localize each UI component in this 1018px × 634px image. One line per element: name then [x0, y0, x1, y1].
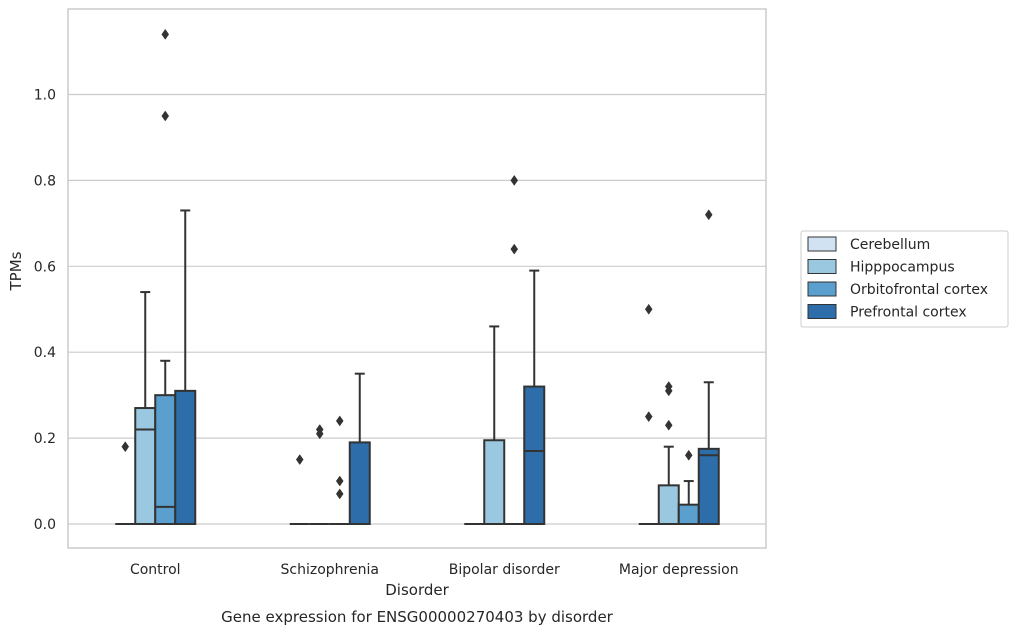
outlier-point — [704, 209, 713, 221]
legend-label: Prefrontal cortex — [850, 305, 967, 321]
outlier-point — [161, 28, 170, 40]
box-group — [329, 415, 350, 525]
box-group — [154, 28, 177, 525]
legend-swatch — [807, 304, 837, 319]
x-tick-label: Control — [130, 562, 181, 578]
box-group — [657, 381, 680, 525]
outlier-point — [510, 243, 519, 255]
chart-title: Gene expression for ENSG00000270403 by d… — [221, 608, 614, 626]
box — [657, 484, 680, 525]
legend-label: Cerebellum — [850, 237, 930, 253]
outlier-point — [161, 110, 170, 122]
outlier-point — [335, 488, 344, 500]
outlier-point — [664, 419, 673, 431]
box-layer — [115, 28, 720, 526]
plot-area — [67, 8, 767, 549]
x-tick-label: Schizophrenia — [281, 562, 379, 578]
outlier-point — [664, 385, 673, 397]
outlier-point — [295, 454, 304, 466]
y-tick-label: 0.2 — [34, 431, 56, 447]
box — [348, 441, 371, 525]
box-group — [483, 325, 506, 525]
box — [154, 394, 177, 525]
legend-swatch — [807, 259, 837, 274]
box — [523, 385, 546, 525]
box — [174, 389, 197, 526]
box — [134, 407, 157, 525]
legend: Cerebellum Hipppocampus Orbitofrontal cort… — [800, 230, 1009, 328]
box — [677, 503, 700, 525]
outlier-point — [335, 475, 344, 487]
box-group — [348, 372, 371, 525]
x-tick-labels: Control Schizophrenia Bipolar disorder Majo… — [130, 562, 739, 578]
x-axis-title: Disorder — [385, 581, 449, 599]
y-tick-labels: 0.0 0.2 0.4 0.6 0.8 1.0 — [34, 88, 56, 534]
legend-label: Orbitofrontal cortex — [850, 282, 988, 298]
legend-swatch — [807, 236, 837, 252]
outlier-point — [510, 174, 519, 186]
y-axis-title: TPMs — [7, 251, 25, 291]
legend-swatch — [807, 281, 837, 297]
box-group — [309, 424, 330, 525]
y-tick-label: 0.6 — [34, 259, 56, 275]
box-group — [134, 291, 157, 525]
outlier-point — [121, 441, 130, 453]
x-tick-label: Bipolar disorder — [449, 562, 560, 578]
box-group — [174, 209, 197, 526]
legend-frame — [800, 230, 1009, 328]
box-group — [504, 174, 525, 525]
box — [697, 447, 720, 525]
box-group — [523, 269, 546, 525]
box — [483, 439, 506, 525]
legend-label: Hipppocampus — [850, 260, 955, 276]
y-tick-label: 0.0 — [34, 517, 56, 533]
outlier-point — [315, 428, 324, 440]
y-tick-label: 1.0 — [34, 88, 56, 104]
y-tick-label: 0.8 — [34, 173, 56, 189]
box-group — [289, 454, 310, 525]
box-group — [115, 441, 136, 525]
x-tick-label: Major depression — [619, 562, 739, 578]
outlier-point — [684, 449, 693, 461]
outlier-point — [644, 303, 653, 315]
box-group — [638, 303, 659, 525]
y-tick-label: 0.4 — [34, 345, 56, 361]
outlier-point — [644, 411, 653, 423]
box-group — [697, 209, 720, 525]
box-group — [677, 449, 700, 525]
legend-items: Cerebellum Hipppocampus Orbitofrontal cort… — [807, 236, 988, 321]
outlier-point — [335, 415, 344, 427]
